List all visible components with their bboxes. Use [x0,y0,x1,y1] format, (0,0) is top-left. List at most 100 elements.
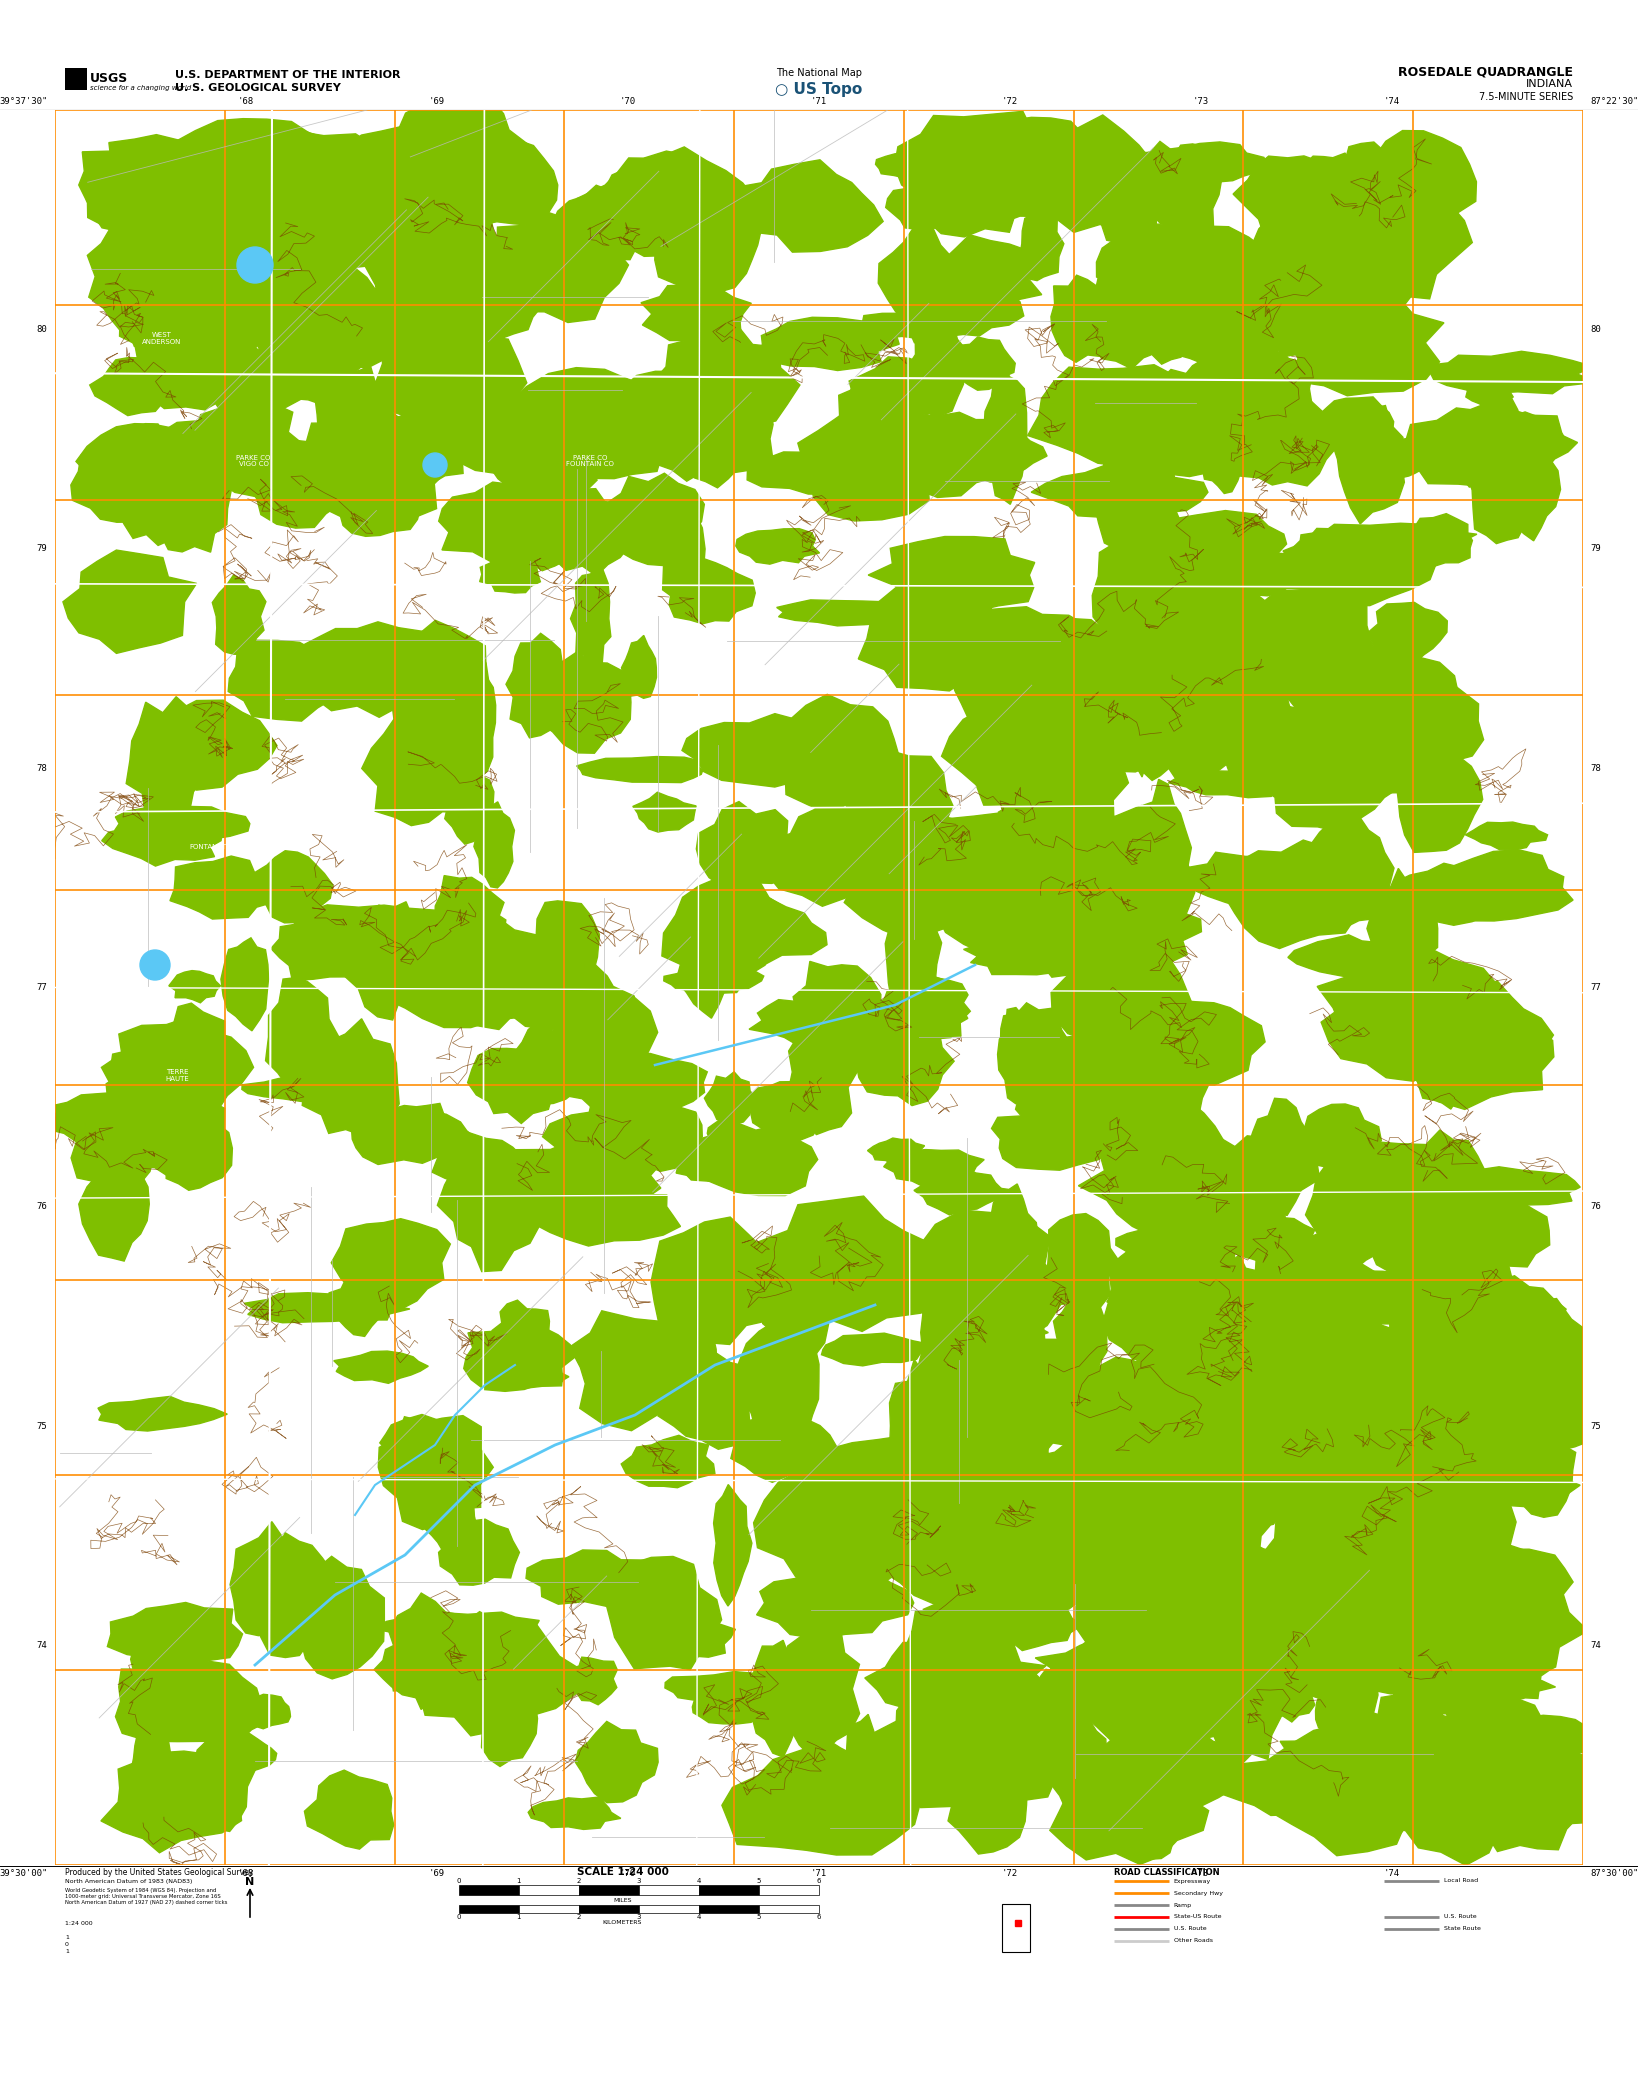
Polygon shape [1104,1474,1276,1522]
Text: '69: '69 [429,98,446,106]
Polygon shape [608,372,714,457]
Polygon shape [324,284,428,370]
Polygon shape [278,649,337,699]
Polygon shape [570,570,611,674]
Polygon shape [1299,152,1358,234]
Polygon shape [1453,411,1577,472]
Polygon shape [1155,144,1222,248]
Polygon shape [1050,1756,1209,1865]
Polygon shape [1364,1612,1541,1679]
Polygon shape [714,1485,752,1606]
Polygon shape [1466,823,1548,850]
Polygon shape [883,1150,984,1188]
Polygon shape [1287,935,1392,977]
Polygon shape [295,904,450,963]
Polygon shape [975,1313,1022,1447]
Polygon shape [776,599,925,626]
Polygon shape [362,706,480,825]
Polygon shape [115,806,251,846]
Polygon shape [1047,806,1194,931]
Text: WEST
TERRE HAUTE: WEST TERRE HAUTE [152,1332,201,1345]
Polygon shape [1435,1391,1533,1505]
Polygon shape [62,549,197,654]
Text: State-US Route: State-US Route [1174,1915,1222,1919]
Polygon shape [1158,1641,1353,1685]
Text: '72: '72 [1002,1869,1019,1877]
Polygon shape [1250,1311,1422,1430]
Polygon shape [314,361,382,470]
Text: 4: 4 [696,1877,701,1883]
Polygon shape [365,234,500,340]
Polygon shape [480,553,541,593]
Polygon shape [265,1558,328,1641]
Polygon shape [75,424,206,503]
Polygon shape [1386,1576,1492,1710]
Polygon shape [1276,194,1409,278]
Polygon shape [1378,234,1446,269]
Polygon shape [329,1278,388,1336]
Polygon shape [70,443,180,524]
Polygon shape [108,1601,242,1670]
Polygon shape [331,1219,450,1309]
Polygon shape [1079,898,1201,967]
Polygon shape [1189,1255,1274,1397]
Polygon shape [773,1499,867,1543]
Polygon shape [1443,1545,1558,1664]
Polygon shape [676,1121,817,1196]
Polygon shape [1225,839,1356,948]
Polygon shape [1392,407,1550,487]
Polygon shape [750,1641,806,1756]
Polygon shape [960,434,1047,482]
Polygon shape [575,1721,658,1802]
Polygon shape [233,134,328,236]
Polygon shape [1045,1716,1117,1819]
Polygon shape [413,1635,567,1735]
Polygon shape [1093,526,1196,662]
Polygon shape [1405,514,1473,568]
Polygon shape [755,1196,932,1332]
Polygon shape [965,1716,1084,1779]
Polygon shape [372,319,527,434]
Polygon shape [208,342,300,426]
Polygon shape [606,474,704,566]
Polygon shape [886,184,957,230]
Polygon shape [1107,1489,1168,1545]
Polygon shape [906,1601,1022,1702]
Polygon shape [1219,1758,1355,1814]
Polygon shape [1078,1128,1253,1240]
Polygon shape [287,171,429,269]
Polygon shape [906,1476,966,1535]
Polygon shape [213,574,265,656]
Polygon shape [865,1643,1006,1716]
Text: 87°30'00": 87°30'00" [1590,1869,1638,1877]
Text: Produced by the United States Geological Survey: Produced by the United States Geological… [66,1869,254,1877]
Polygon shape [842,1714,883,1823]
Polygon shape [552,186,662,271]
Polygon shape [1397,1384,1566,1428]
Polygon shape [852,313,970,338]
Polygon shape [988,1184,1038,1299]
Polygon shape [1294,1380,1402,1505]
Text: 6: 6 [817,1915,821,1921]
Polygon shape [621,1434,714,1489]
Polygon shape [1038,1668,1081,1718]
Polygon shape [1414,1031,1477,1109]
Polygon shape [400,238,439,328]
Polygon shape [1477,1276,1568,1376]
Text: 75: 75 [1590,1422,1602,1430]
Polygon shape [1376,1714,1550,1829]
Polygon shape [1242,551,1363,591]
Text: 77: 77 [36,983,48,992]
Polygon shape [1052,929,1197,1050]
Polygon shape [1097,635,1173,735]
Polygon shape [1038,1516,1228,1614]
Polygon shape [1160,146,1214,194]
Polygon shape [1007,1044,1050,1088]
Polygon shape [1019,203,1063,280]
Polygon shape [1305,1142,1468,1251]
Polygon shape [757,1566,914,1639]
Text: World Geodetic System of 1984 (WGS 84). Projection and
1000-meter grid: Universa: World Geodetic System of 1984 (WGS 84). … [66,1888,228,1904]
Polygon shape [296,622,434,718]
Bar [459,1904,519,1913]
Polygon shape [1107,1094,1224,1194]
